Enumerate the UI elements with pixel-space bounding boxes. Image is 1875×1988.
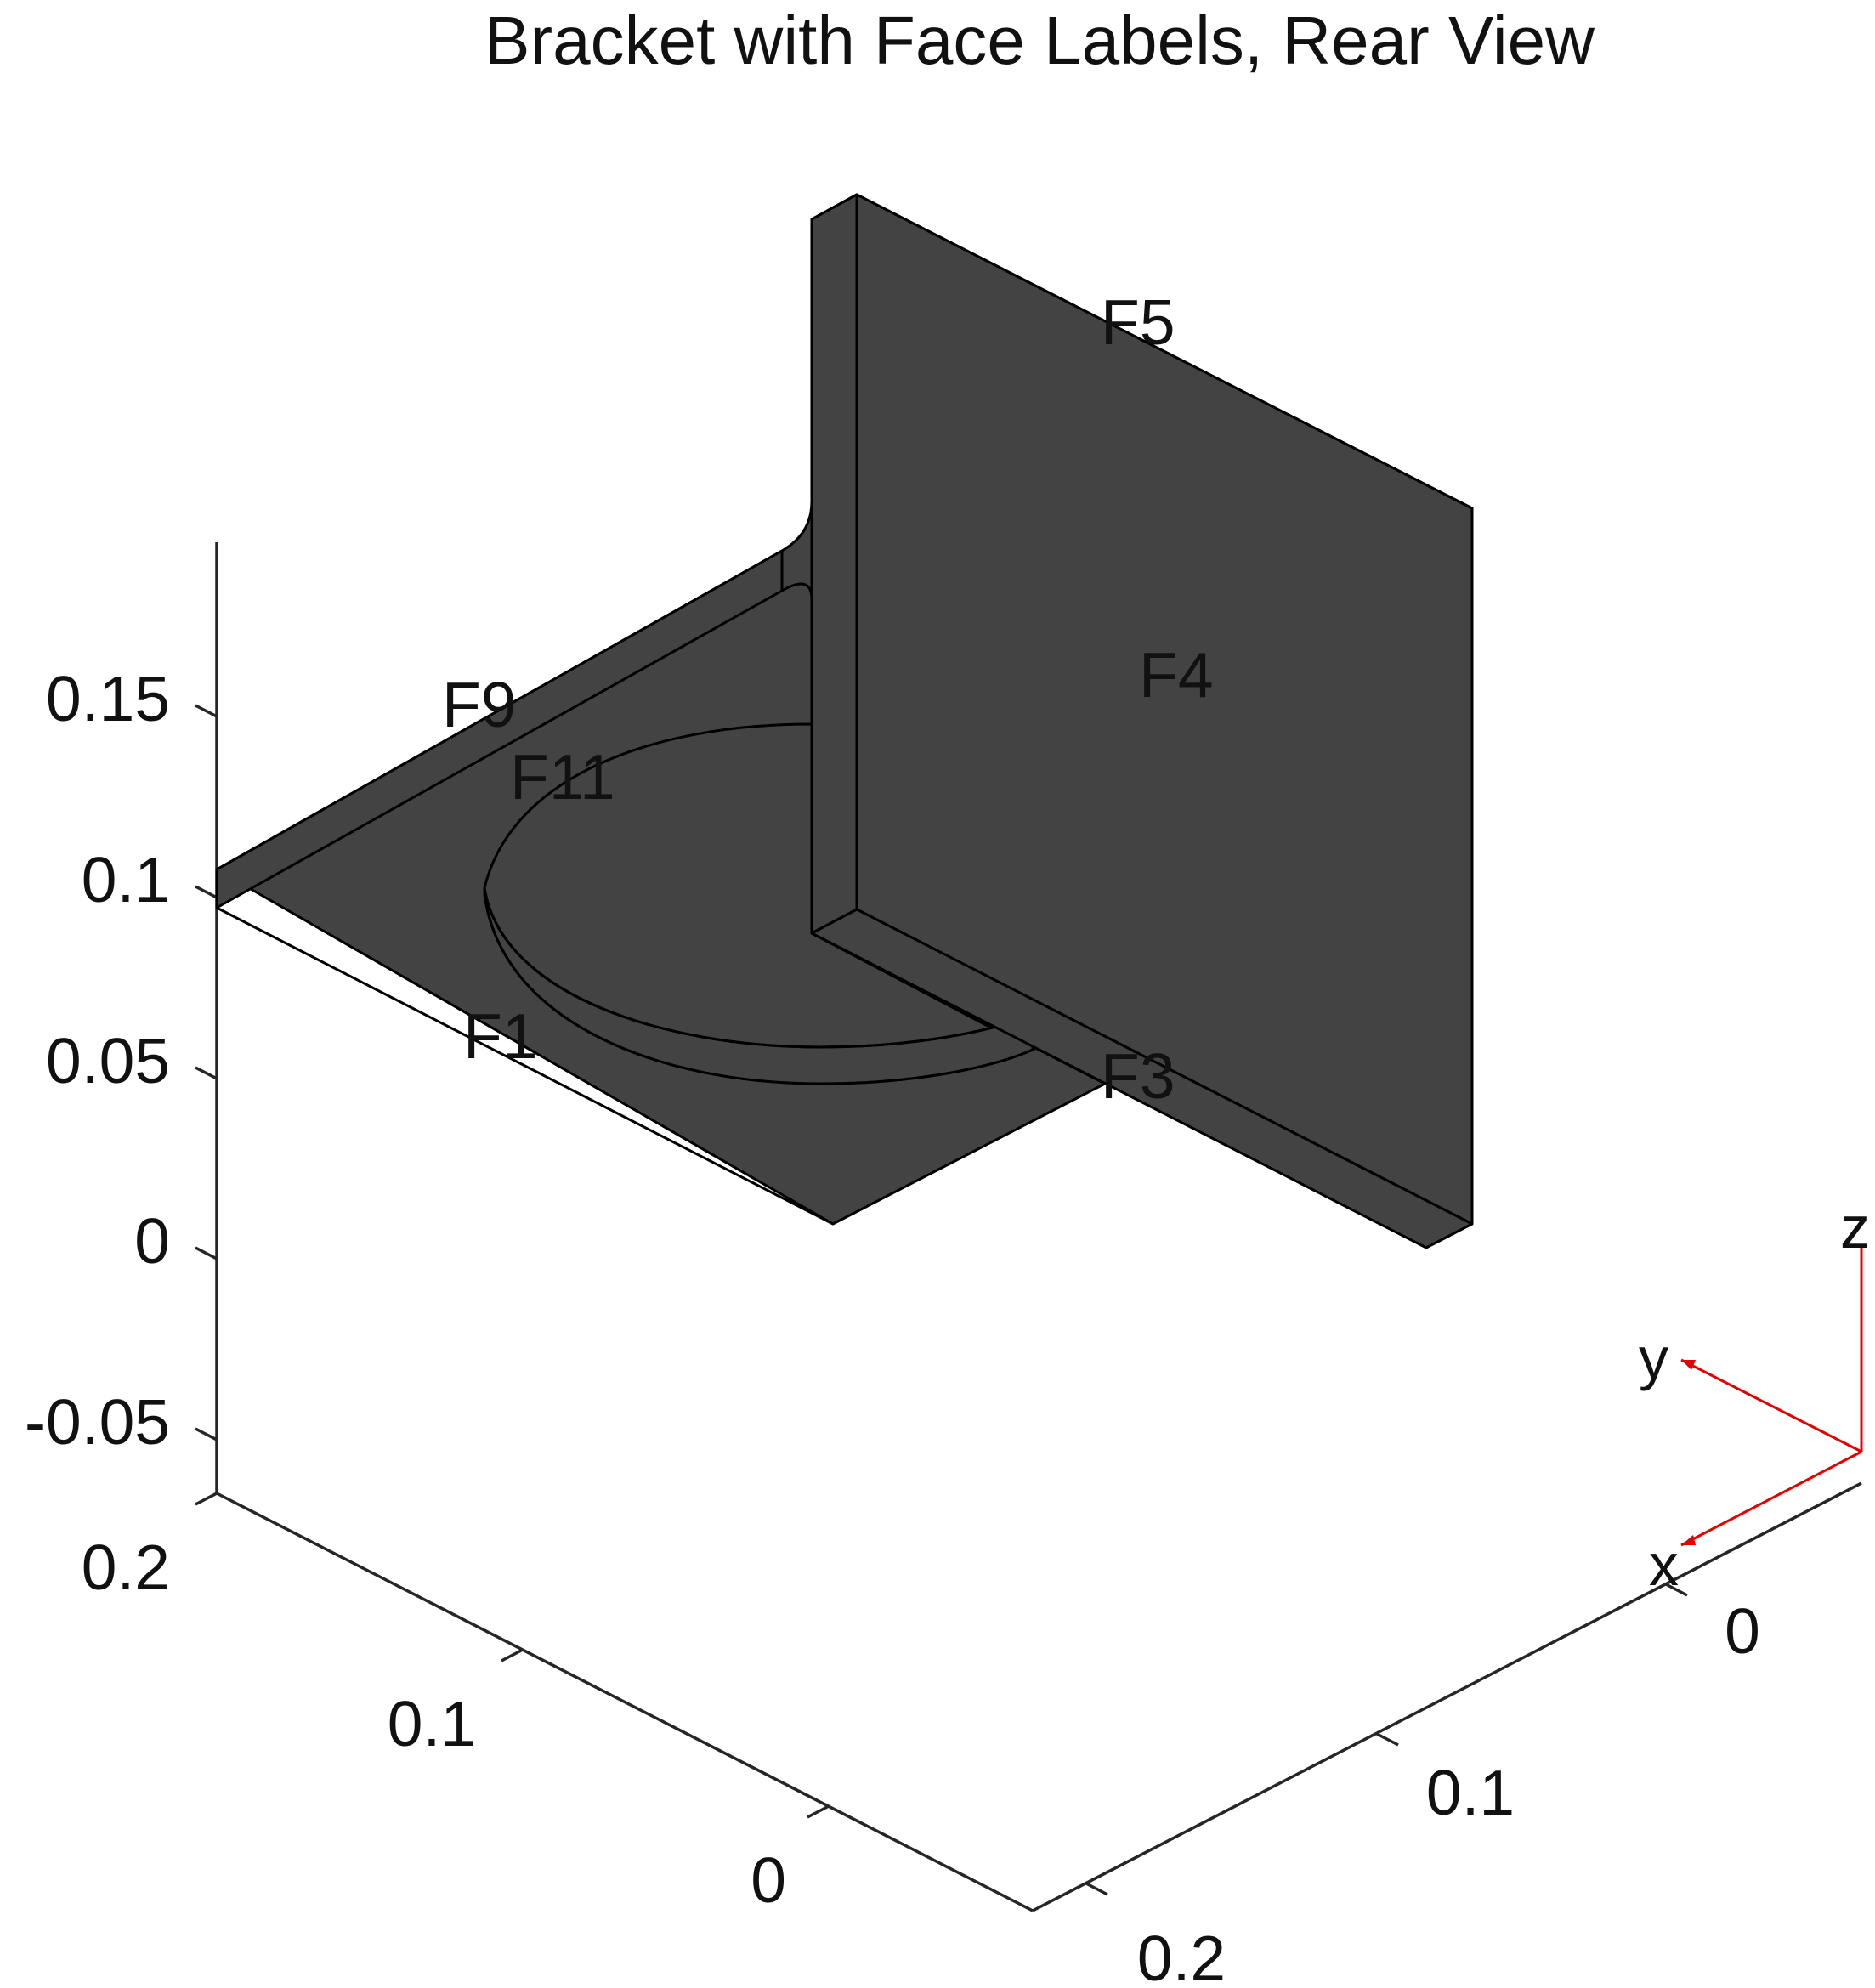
right-tick-mark: [1376, 1732, 1399, 1747]
hole-rim-lower: [483, 887, 1034, 1049]
z-tick-label: 0: [134, 1205, 170, 1277]
z-tick-label: 0.05: [46, 1025, 170, 1096]
base-plate-front-edge: [216, 906, 834, 1226]
z-axis-ticks: 0.15 0.1 0.05 0 -0.05: [25, 663, 218, 1458]
right-base-axis-line: [1032, 1481, 1862, 1912]
right-axis-ticks: 0 0.1 0.2: [1085, 1583, 1760, 1988]
triad-x-arrow: [1680, 1450, 1862, 1547]
z-tick-label: -0.05: [25, 1386, 170, 1458]
bracket-vertical-wall: [810, 193, 1474, 1249]
triad-x-label: x: [1649, 1532, 1679, 1598]
left-base-axis-line: [216, 1492, 1034, 1912]
triad-y-label: y: [1639, 1325, 1668, 1391]
left-tick-label: 0: [751, 1844, 786, 1916]
face-label-f3: F3: [1101, 1040, 1175, 1112]
left-tick-mark: [807, 1804, 830, 1819]
wall-bottom-edge-face: [810, 908, 1474, 1249]
z-tick-mark: [195, 704, 218, 718]
z-tick-mark: [195, 1066, 218, 1080]
face-label-f11: F11: [510, 741, 615, 813]
right-tick-mark: [1665, 1583, 1688, 1597]
plot-title: Bracket with Face Labels, Rear View: [484, 3, 1595, 78]
axes-frame: [215, 542, 1862, 1912]
face-label-f9: F9: [442, 669, 517, 740]
triad-y-arrow: [1680, 1358, 1862, 1453]
triad-z-label: z: [1840, 1194, 1870, 1260]
triad-x-arrowhead: [1681, 1535, 1696, 1545]
z-tick-mark: [195, 1246, 218, 1260]
z-tick-label: 0.1: [82, 844, 170, 915]
left-tick-label: 0.2: [82, 1532, 170, 1603]
z-tick-mark: [195, 1427, 218, 1441]
left-tick-mark: [195, 1492, 218, 1506]
left-axis-ticks: 0.2 0.1 0: [82, 1492, 830, 1916]
left-tick-mark: [501, 1648, 524, 1662]
z-tick-label: 0.15: [46, 663, 170, 734]
face-labels: F5 F4 F9 F11 F3 F1: [442, 286, 1214, 1112]
bracket-hole: [483, 722, 1036, 1085]
right-tick-label: 0.1: [1426, 1757, 1515, 1828]
right-clip-mask: [1870, 0, 1875, 1988]
right-tick-label: 0.2: [1137, 1923, 1226, 1988]
z-tick-mark: [195, 885, 218, 899]
orientation-triad: z y x: [1639, 1194, 1870, 1598]
left-tick-label: 0.1: [388, 1688, 476, 1759]
face-label-f4: F4: [1139, 639, 1214, 711]
right-tick-label: 0: [1725, 1595, 1760, 1667]
bracket-base-plate: [215, 500, 1107, 1226]
face-label-f5: F5: [1101, 286, 1175, 358]
triad-y-arrowhead: [1681, 1360, 1696, 1370]
wall-side-face: [810, 193, 858, 935]
right-tick-mark: [1085, 1882, 1108, 1896]
face-label-f1: F1: [463, 1000, 538, 1072]
